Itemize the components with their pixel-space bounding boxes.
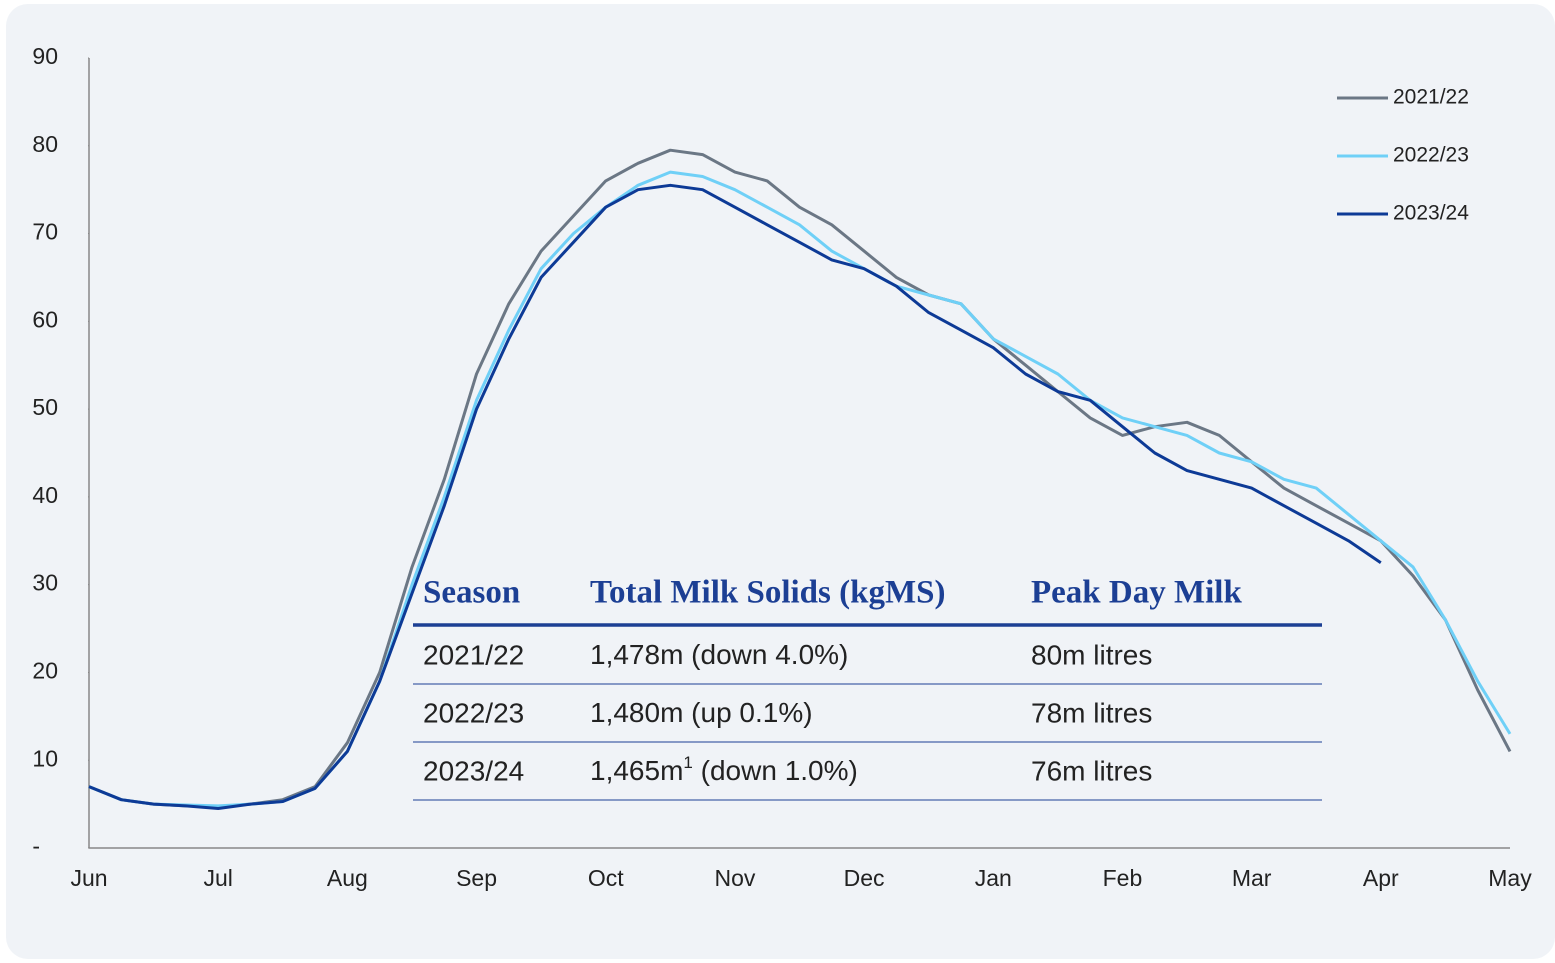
x-tick-label: Jul	[203, 865, 232, 891]
x-tick-label: Jan	[975, 865, 1012, 891]
table-cell: 1,480m (up 0.1%)	[590, 697, 813, 728]
legend-label: 2021/22	[1393, 86, 1469, 109]
x-tick-label: May	[1488, 865, 1532, 891]
y-tick-label: 70	[32, 219, 58, 245]
y-tick-label: 20	[32, 658, 58, 684]
y-tick-label: 10	[32, 745, 58, 771]
x-tick-label: Apr	[1363, 865, 1399, 891]
table-header: Season	[423, 575, 520, 611]
y-tick-label: 60	[32, 306, 58, 332]
cell-text: 1,465m	[590, 755, 683, 786]
cell-text: 1,480m (up 0.1%)	[590, 697, 813, 728]
x-tick-label: Dec	[844, 865, 885, 891]
y-tick-label: -	[32, 833, 40, 859]
table-header: Total Milk Solids (kgMS)	[590, 575, 945, 611]
x-tick-label: Sep	[456, 865, 497, 891]
table-cell: 1,465m1 (down 1.0%)	[590, 753, 858, 786]
cell-text: (down 1.0%)	[693, 755, 858, 786]
x-tick-label: Mar	[1232, 865, 1272, 891]
table-cell: 78m litres	[1031, 697, 1152, 728]
x-tick-label: Oct	[588, 865, 624, 891]
table-cell: 80m litres	[1031, 639, 1152, 670]
table-cell: 2022/23	[423, 697, 524, 728]
series-line	[88, 148, 1512, 809]
y-tick-label: 50	[32, 394, 58, 420]
x-tick-label: Feb	[1103, 865, 1143, 891]
x-tick-label: Nov	[714, 865, 755, 891]
panel	[6, 4, 1555, 959]
footnote-mark: 1	[683, 753, 692, 772]
table-cell: 2021/22	[423, 639, 524, 670]
legend-label: 2023/24	[1393, 202, 1469, 225]
x-tick-label: Aug	[327, 865, 368, 891]
table-cell: 76m litres	[1031, 755, 1152, 786]
table-header: Peak Day Milk	[1031, 575, 1242, 611]
x-tick-label: Jun	[70, 865, 107, 891]
y-tick-label: 30	[32, 570, 58, 596]
cell-text: 1,478m (down 4.0%)	[590, 639, 848, 670]
series-line	[88, 183, 1382, 810]
table-cell: 2023/24	[423, 755, 524, 786]
table-cell: 1,478m (down 4.0%)	[590, 639, 848, 670]
y-tick-label: 40	[32, 482, 58, 508]
y-tick-label: 80	[32, 131, 58, 157]
legend-label: 2022/23	[1393, 144, 1469, 167]
y-tick-label: 90	[32, 43, 58, 69]
